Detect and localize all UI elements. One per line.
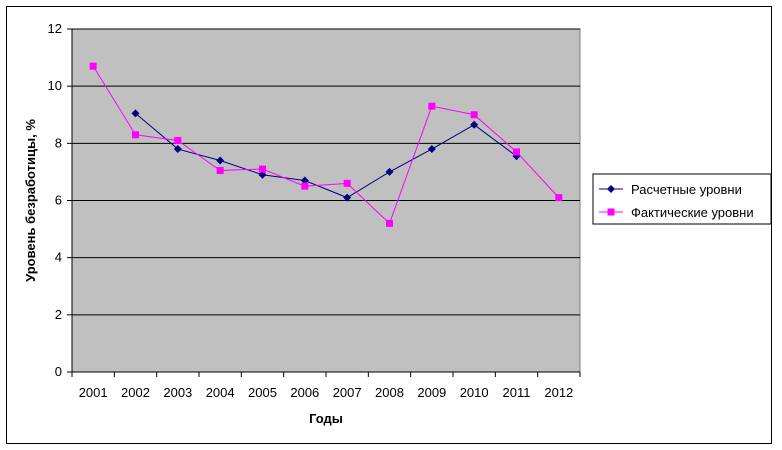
legend-entry: Расчетные уровни xyxy=(599,182,742,197)
data-point xyxy=(174,136,182,144)
data-point xyxy=(513,148,520,156)
y-tick-label: 10 xyxy=(48,78,62,93)
y-tick-label: 4 xyxy=(55,250,62,265)
legend-marker xyxy=(607,185,615,193)
x-tick-label: 2007 xyxy=(333,385,362,400)
data-point xyxy=(470,111,478,119)
data-point xyxy=(132,131,139,139)
x-tick-label: 2001 xyxy=(79,385,108,400)
data-point xyxy=(301,182,309,190)
y-tick-label: 12 xyxy=(48,21,62,36)
legend-label: Расчетные уровни xyxy=(631,182,742,197)
legend-label: Фактические уровни xyxy=(631,205,754,220)
y-axis-label: Уровень безработицы, % xyxy=(23,119,38,282)
y-tick-label: 2 xyxy=(55,307,62,322)
y-tick-label: 0 xyxy=(55,364,62,379)
y-tick-label: 8 xyxy=(55,135,62,150)
data-series xyxy=(89,62,563,227)
data-point xyxy=(173,145,182,154)
data-point xyxy=(343,193,352,202)
data-point xyxy=(258,170,267,179)
x-tick-labels: 2001 2002 2003 2004 2005 2006 2007 2008 2009 2010… xyxy=(79,385,574,400)
series-line xyxy=(135,112,517,199)
y-tick-labels: 0 2 4 6 8 10 12 xyxy=(48,21,62,379)
legend-entry: Фактические уровни xyxy=(599,205,754,220)
legend-marker xyxy=(607,208,615,216)
x-axis-label: Годы xyxy=(309,411,343,426)
grid-lines xyxy=(72,28,580,316)
series-2 xyxy=(89,62,563,227)
data-point xyxy=(385,167,394,176)
y-tick-label: 6 xyxy=(55,193,62,208)
data-point xyxy=(428,102,436,110)
data-point xyxy=(131,109,140,118)
x-tick-label: 2011 xyxy=(503,385,531,400)
data-point xyxy=(89,62,97,70)
x-tick-label: 2010 xyxy=(460,385,489,400)
legend: Расчетные уровни Фактические уровни xyxy=(592,173,772,225)
series-line xyxy=(92,65,560,225)
data-point xyxy=(300,176,309,185)
x-tick-label: 2009 xyxy=(417,385,446,400)
data-point xyxy=(386,219,393,227)
x-tick-label: 2002 xyxy=(121,385,150,400)
x-tick-label: 2004 xyxy=(206,385,235,400)
data-point xyxy=(470,120,479,129)
data-point xyxy=(216,156,225,165)
data-point xyxy=(427,145,436,154)
data-point xyxy=(555,194,563,202)
x-tick-label: 2003 xyxy=(163,385,192,400)
series-1 xyxy=(131,109,521,202)
x-tick-label: 2012 xyxy=(544,385,573,400)
axes xyxy=(67,28,581,377)
x-tick-label: 2008 xyxy=(375,385,404,400)
x-tick-label: 2005 xyxy=(248,385,277,400)
data-point xyxy=(259,165,266,173)
data-point xyxy=(343,179,351,187)
x-tick-label: 2006 xyxy=(290,385,319,400)
legend-box xyxy=(592,173,772,225)
data-point xyxy=(216,166,224,174)
